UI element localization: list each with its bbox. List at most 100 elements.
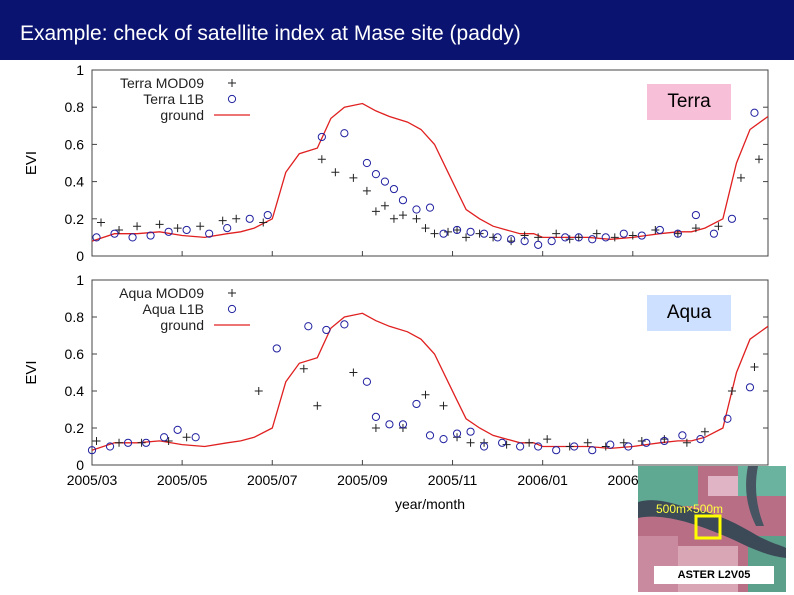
- terra-legend-label: Terra L1B: [143, 91, 204, 107]
- terra-mod09-point: [173, 224, 182, 233]
- aqua-x-axis-label: year/month: [395, 496, 465, 512]
- terra-l1b-point: [340, 129, 349, 138]
- aqua-mod09-point: [439, 401, 448, 410]
- aqua-l1b-point: [105, 442, 115, 451]
- aqua-tag: Aqua: [647, 295, 731, 331]
- aqua-mod09-point: [619, 438, 628, 447]
- aqua-mod09-point: [700, 427, 709, 436]
- terra-mod09-point: [115, 225, 124, 234]
- terra-l1b-point: [588, 235, 597, 244]
- terra-mod09-point: [371, 207, 380, 216]
- aqua-plot-frame: [91, 279, 769, 466]
- terra-mod09-point: [444, 227, 453, 236]
- aqua-mod09-point: [92, 436, 101, 445]
- aqua-l1b-point: [173, 425, 182, 434]
- aqua-l1b-point: [322, 325, 331, 335]
- aster-size-label: 500m×500m: [656, 502, 724, 516]
- aqua-l1b-point: [588, 446, 597, 455]
- terra-l1b-point: [389, 184, 399, 194]
- aqua-l1b-point: [425, 431, 435, 440]
- aqua-y-tick-label: 1: [76, 272, 84, 288]
- slide-title: Example: check of satellite index at Mas…: [20, 22, 521, 45]
- terra-l1b-point: [709, 229, 719, 238]
- aqua-mod09-point: [466, 438, 475, 447]
- aqua-legend-l1b-marker: [227, 304, 237, 314]
- terra-mod09-point: [691, 224, 700, 233]
- title-bar: Example: check of satellite index at Mas…: [0, 0, 794, 60]
- aqua-legend-label: Aqua L1B: [143, 301, 205, 317]
- terra-mod09-point: [259, 218, 268, 227]
- aster-image: 500m×500m ASTER L2V05: [638, 466, 786, 592]
- terra-mod09-point: [552, 229, 561, 238]
- aqua-y-tick-label: 0: [76, 457, 84, 473]
- terra-y-tick-label: 0.6: [65, 136, 85, 152]
- aqua-legend-mod09-marker: [228, 289, 236, 297]
- terra-l1b-point: [223, 224, 232, 233]
- aqua-l1b-point: [723, 414, 732, 423]
- terra-y-tick-label: 0.8: [65, 99, 85, 115]
- aqua-y-tick-label: 0.4: [65, 383, 85, 399]
- aqua-mod09-point: [137, 438, 146, 447]
- aqua-mod09-point: [182, 433, 191, 442]
- aqua-x-tick-label: 2005/11: [428, 472, 478, 488]
- terra-l1b-point: [547, 237, 556, 246]
- terra-mod09-point: [714, 222, 723, 231]
- aqua-l1b-point: [466, 427, 475, 436]
- terra-l1b-point: [146, 231, 155, 240]
- aqua-mod09-point: [565, 442, 574, 451]
- aqua-l1b-point: [87, 446, 97, 455]
- aqua-mod09-point: [525, 438, 534, 447]
- terra-mod09-point: [412, 214, 421, 223]
- aqua-mod09-point: [254, 387, 263, 395]
- terra-mod09-point: [673, 229, 682, 238]
- terra-mod09-point: [489, 233, 498, 242]
- terra-mod09-point: [97, 218, 106, 227]
- terra-mod09-point: [754, 155, 763, 164]
- terra-l1b-point: [317, 132, 326, 142]
- terra-y-tick-label: 0: [76, 248, 84, 264]
- aqua-y-tick-label: 0.8: [65, 309, 85, 325]
- terra-l1b-point: [128, 233, 137, 242]
- terra-l1b-point: [263, 210, 272, 220]
- aqua-x-tick-label: 2005/07: [247, 472, 298, 488]
- aqua-legend-label: Aqua MOD09: [119, 285, 204, 301]
- aqua-l1b-point: [160, 433, 169, 442]
- terra-mod09-point: [651, 225, 660, 234]
- aqua-l1b-point: [642, 438, 651, 447]
- aqua-mod09-point: [164, 436, 173, 445]
- aqua-l1b-point: [362, 377, 372, 386]
- aqua-l1b-point: [272, 344, 281, 353]
- aqua-mod09-point: [727, 387, 736, 395]
- terra-mod09-point: [565, 235, 574, 244]
- aqua-mod09-point: [371, 424, 380, 432]
- terra-l1b-point: [425, 203, 435, 212]
- terra-mod09-point: [628, 231, 637, 240]
- terra-l1b-point: [439, 229, 448, 238]
- terra-mod09-point: [362, 186, 371, 195]
- terra-mod09-point: [610, 233, 619, 242]
- aqua-l1b-point: [452, 429, 462, 438]
- terra-l1b-point: [479, 229, 489, 238]
- aqua-y-tick-label: 0.6: [65, 346, 85, 362]
- aqua-l1b-point: [398, 420, 408, 429]
- terra-mod09-point: [430, 229, 439, 238]
- terra-mod09-point: [389, 214, 398, 223]
- terra-legend-mod09-marker: [228, 79, 236, 87]
- aster-label: ASTER L2V05: [654, 566, 774, 584]
- aqua-l1b-point: [191, 433, 200, 442]
- terra-legend-label: Terra MOD09: [120, 75, 204, 91]
- terra-l1b-point: [727, 214, 737, 223]
- terra-y-tick-label: 1: [76, 62, 84, 78]
- terra-mod09-point: [453, 225, 462, 234]
- aqua-mod09-point: [750, 362, 759, 371]
- terra-mod09-point: [475, 229, 484, 238]
- aqua-l1b-point: [624, 442, 633, 451]
- terra-l1b-point: [452, 225, 462, 235]
- aqua-l1b-point: [340, 320, 349, 329]
- aqua-l1b-point: [479, 442, 489, 451]
- terra-l1b-point: [493, 233, 502, 242]
- terra-l1b-point: [574, 233, 583, 242]
- terra-y-axis-label: EVI: [23, 151, 40, 175]
- terra-mod09-point: [196, 222, 205, 231]
- terra-mod09-point: [349, 173, 358, 182]
